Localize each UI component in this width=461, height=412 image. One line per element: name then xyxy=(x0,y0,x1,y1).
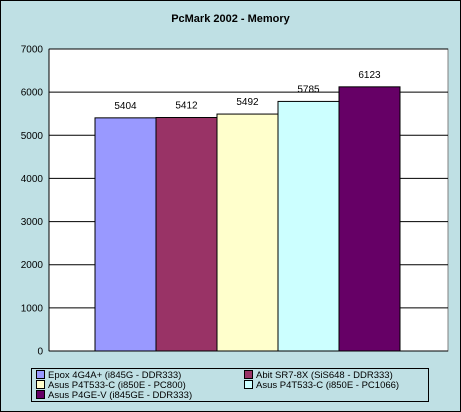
data-label: 6123 xyxy=(358,70,381,81)
chart-legend: Epox 4G4A+ (i845G - DDR333) Abit SR7-8X … xyxy=(31,368,429,402)
y-tick-label: 0 xyxy=(37,347,43,358)
chart-title: PcMark 2002 - Memory xyxy=(171,13,290,25)
legend-item: Asus P4T533-C (i850E - PC1066) xyxy=(244,380,399,391)
legend-item: Asus P4GE-V (i845GE - DDR333) xyxy=(36,390,192,401)
legend-label: Abit SR7-8X (SiS648 - DDR333) xyxy=(256,370,393,381)
legend-swatch xyxy=(36,370,45,379)
y-tick-label: 1000 xyxy=(21,303,44,314)
data-label: 5785 xyxy=(297,84,320,95)
bar xyxy=(338,86,401,352)
y-axis-tick-labels: 0 1000 2000 3000 4000 5000 6000 7000 xyxy=(21,45,44,358)
y-tick-label: 5000 xyxy=(21,131,44,142)
bars xyxy=(94,86,401,352)
legend-label: Epox 4G4A+ (i845G - DDR333) xyxy=(48,370,182,381)
legend-label: Asus P4T533-C (i850E - PC800) xyxy=(48,380,186,391)
bar xyxy=(94,117,157,352)
legend-item: Abit SR7-8X (SiS648 - DDR333) xyxy=(244,370,393,381)
y-tick-label: 6000 xyxy=(21,88,44,99)
legend-label: Asus P4GE-V (i845GE - DDR333) xyxy=(48,390,193,401)
bar xyxy=(216,113,279,352)
legend-swatch xyxy=(244,370,253,379)
legend-item: Epox 4G4A+ (i845G - DDR333) xyxy=(36,370,181,381)
data-label: 5404 xyxy=(114,101,137,112)
legend-label: Asus P4T533-C (i850E - PC1066) xyxy=(256,380,400,391)
y-tick-label: 2000 xyxy=(21,260,44,271)
bar xyxy=(155,117,218,352)
y-tick-label: 3000 xyxy=(21,217,44,228)
bar xyxy=(277,100,340,352)
legend-swatch xyxy=(36,390,45,399)
legend-swatch xyxy=(244,380,253,389)
data-labels: 5404 5412 5492 5785 6123 xyxy=(114,70,381,112)
data-label: 5412 xyxy=(175,101,198,112)
y-tick-label: 7000 xyxy=(21,45,44,56)
y-tick-label: 4000 xyxy=(21,174,44,185)
legend-swatch xyxy=(36,380,45,389)
legend-item: Asus P4T533-C (i850E - PC800) xyxy=(36,380,186,391)
data-label: 5492 xyxy=(236,97,259,108)
